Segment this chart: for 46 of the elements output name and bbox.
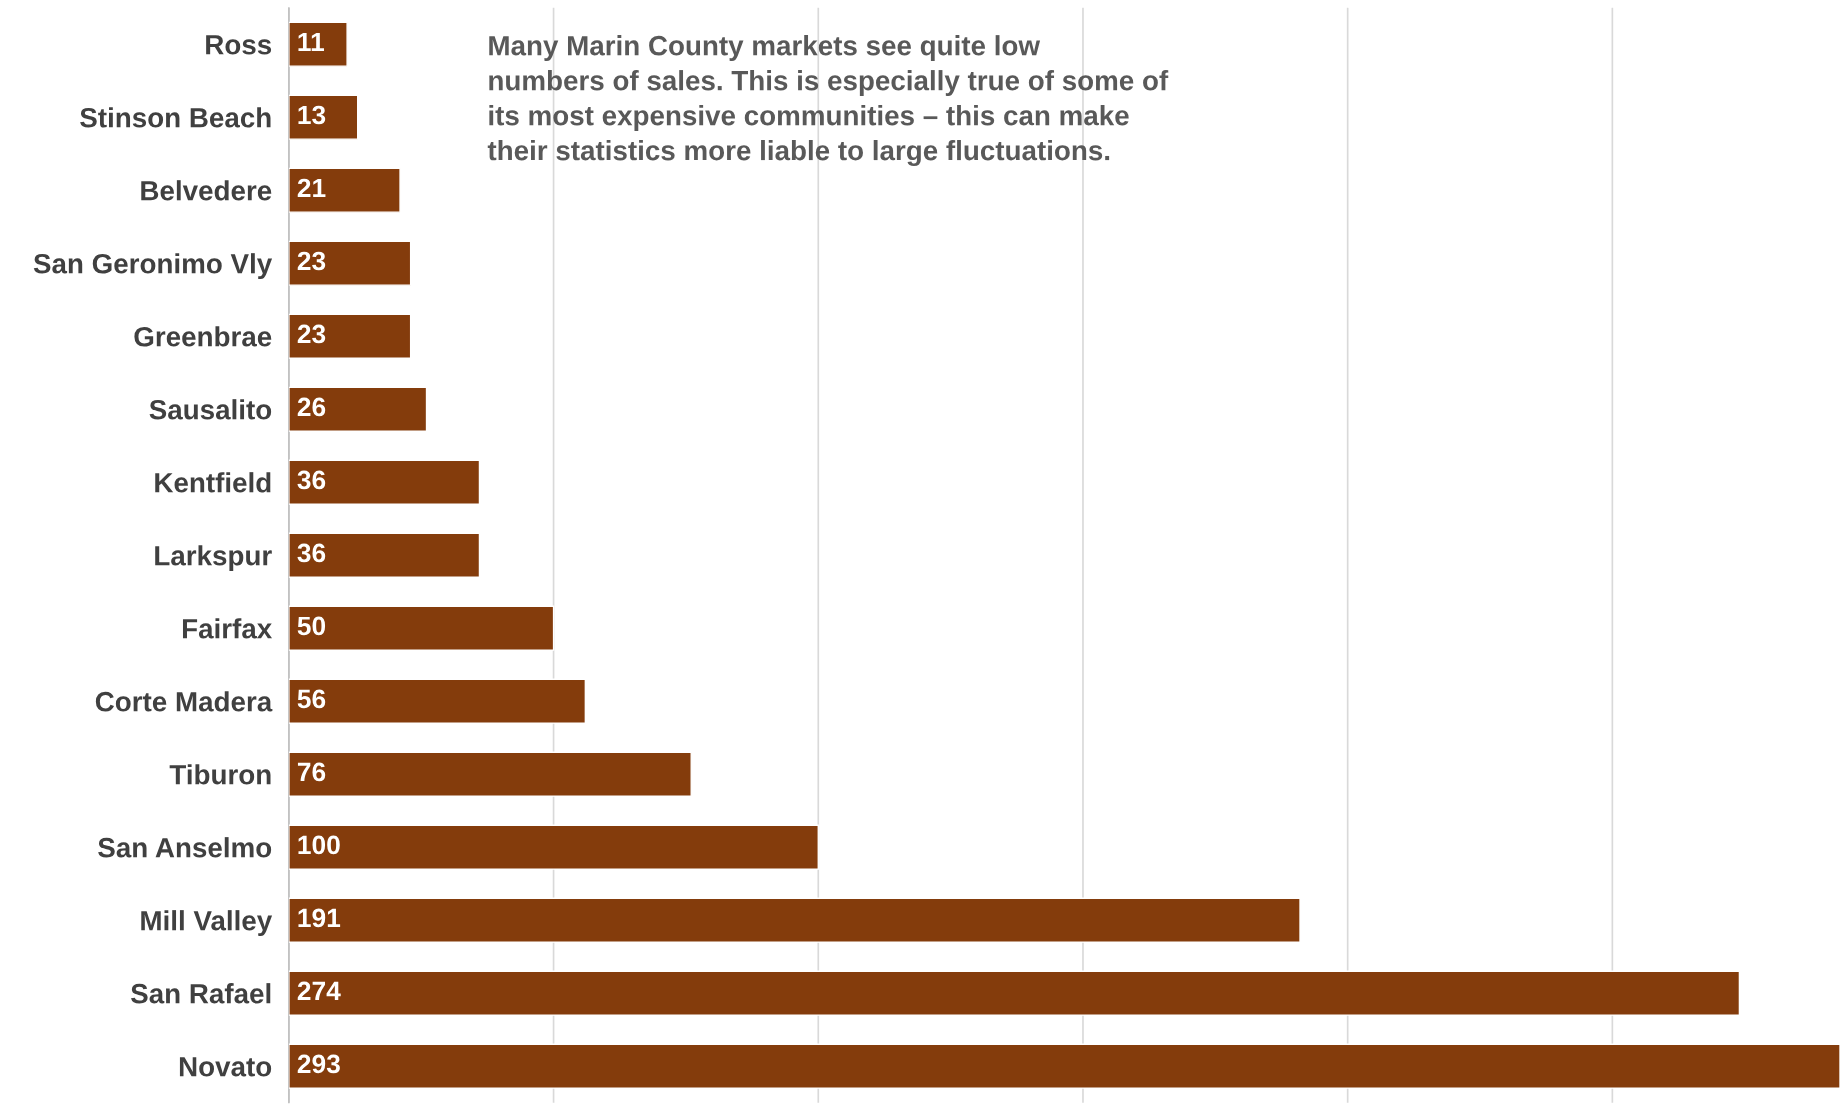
y-tick-label: Fairfax bbox=[182, 618, 273, 639]
y-tick-label: Kentfield bbox=[155, 472, 271, 493]
y-tick-label: Ross bbox=[206, 35, 272, 55]
data-label: 76 bbox=[297, 762, 326, 782]
bar bbox=[288, 167, 401, 213]
y-tick-label: San Geronimo Vly bbox=[33, 253, 273, 280]
bar bbox=[288, 532, 481, 578]
bar bbox=[288, 94, 359, 140]
bar bbox=[288, 897, 1301, 943]
y-tick-label: San Rafael bbox=[130, 983, 271, 1004]
bar bbox=[288, 313, 412, 359]
data-label: 274 bbox=[297, 981, 341, 1001]
data-label: 13 bbox=[298, 105, 326, 125]
data-label: 50 bbox=[297, 616, 326, 636]
bar bbox=[288, 1043, 1840, 1089]
data-label: 293 bbox=[297, 1054, 340, 1074]
y-tick-label: Corte Madera bbox=[95, 691, 273, 712]
bar bbox=[288, 240, 412, 286]
bar bbox=[288, 21, 348, 67]
bar bbox=[288, 678, 587, 724]
data-label: 100 bbox=[298, 835, 340, 855]
bar bbox=[288, 824, 819, 870]
annotation: Many Marin County markets see quite low numbers of sales. This is especially true of some of its most expensive communities – this can make their statistics more liable to large fluctuations. bbox=[487, 35, 1169, 166]
bar bbox=[288, 751, 692, 797]
data-label: 26 bbox=[297, 397, 326, 417]
bar bbox=[288, 605, 555, 651]
data-label: 36 bbox=[297, 543, 326, 563]
data-label: 56 bbox=[297, 689, 326, 709]
y-tick-label: Tiburon bbox=[169, 764, 271, 785]
y-tick-label: Belvedere bbox=[141, 180, 272, 201]
data-label: 191 bbox=[298, 908, 341, 928]
y-tick-label: San Anselmo bbox=[98, 837, 272, 858]
data-label: 21 bbox=[297, 178, 326, 198]
data-label: 23 bbox=[297, 251, 326, 271]
y-tick-label: Novato bbox=[179, 1057, 272, 1077]
bar bbox=[288, 386, 428, 432]
y-tick-label: Larkspur bbox=[155, 545, 272, 572]
bar bbox=[288, 970, 1741, 1016]
y-tick-label: Stinson Beach bbox=[80, 107, 271, 128]
y-tick-label: Mill Valley bbox=[141, 910, 273, 937]
data-label: 23 bbox=[297, 324, 326, 344]
data-label: 11 bbox=[298, 32, 324, 52]
y-tick-label: Sausalito bbox=[149, 399, 272, 420]
y-tick-label: Greenbrae bbox=[134, 326, 272, 347]
bar bbox=[288, 459, 481, 505]
data-label: 36 bbox=[297, 470, 326, 490]
